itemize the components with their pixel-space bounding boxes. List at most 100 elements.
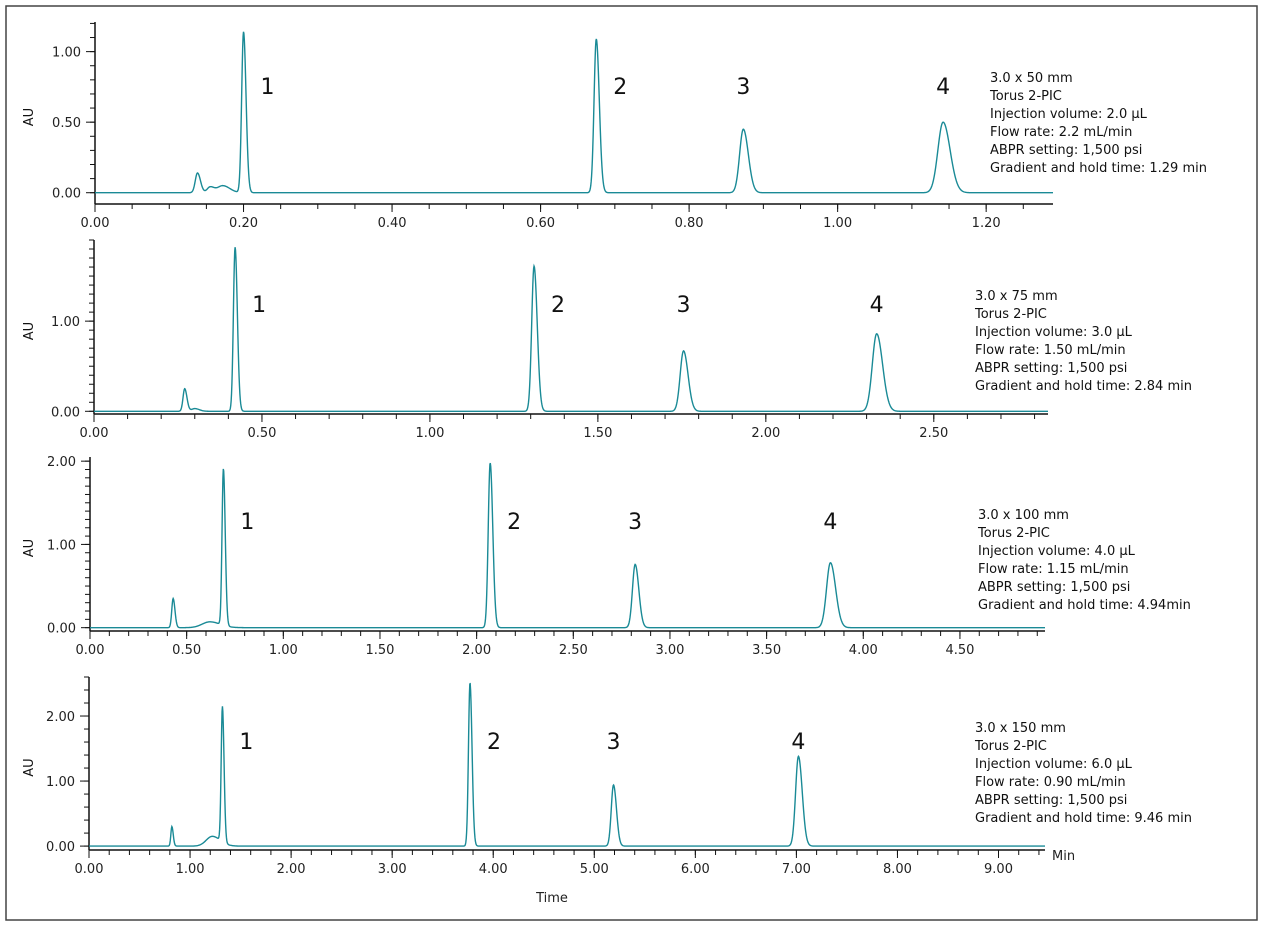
x-tick-label: 0.60 [526, 216, 555, 231]
condition-text: Injection volume: 3.0 µL [975, 325, 1133, 340]
condition-text: Torus 2-PIC [989, 89, 1062, 104]
x-axis-title: Time [535, 891, 568, 906]
peak-label: 1 [239, 730, 253, 755]
x-tick-label: 1.00 [823, 216, 852, 231]
condition-text: ABPR setting: 1,500 psi [975, 361, 1127, 376]
y-tick-label: 2.00 [47, 455, 76, 470]
y-tick-label: 2.00 [46, 710, 75, 725]
x-tick-label: 1.50 [366, 643, 395, 658]
condition-text: Gradient and hold time: 2.84 min [975, 379, 1192, 394]
chromatogram-trace [94, 247, 1048, 412]
x-tick-label: 3.00 [655, 643, 684, 658]
y-tick-label: 1.00 [47, 538, 76, 553]
peak-label: 4 [823, 510, 837, 535]
y-axis-label: AU [22, 758, 37, 776]
condition-text: Torus 2-PIC [974, 739, 1047, 754]
y-tick-label: 0.00 [52, 187, 81, 202]
y-tick-label: 1.00 [46, 775, 75, 790]
y-tick-label: 0.00 [51, 405, 80, 420]
x-tick-label: 1.00 [176, 862, 205, 877]
figure-border [5, 5, 1258, 921]
peak-label: 4 [870, 293, 884, 318]
x-tick-label: 0.00 [75, 862, 104, 877]
condition-text: 3.0 x 100 mm [978, 508, 1069, 523]
x-tick-label: 0.00 [81, 216, 110, 231]
peak-label: 3 [677, 293, 691, 318]
x-tick-label: 9.00 [984, 862, 1013, 877]
y-tick-label: 0.00 [46, 840, 75, 855]
x-tick-label: 0.50 [172, 643, 201, 658]
condition-text: Torus 2-PIC [974, 307, 1047, 322]
x-tick-label: 4.00 [849, 643, 878, 658]
chromatogram-panel-3: 0.00 1.00 2.00 0.00 0.50 1.00 1.50 2.00 2.50 3.00… [22, 455, 1191, 658]
x-tick-label: 1.00 [415, 426, 444, 441]
x-tick-label: 7.00 [782, 862, 811, 877]
condition-text: 3.0 x 50 mm [990, 71, 1073, 86]
chromatogram-panel-4: 0.00 1.00 2.00 0.00 1.00 2.00 3.00 4.00 5.00 6.00… [22, 676, 1192, 877]
peak-label: 3 [736, 75, 750, 100]
condition-text: Flow rate: 1.50 mL/min [975, 343, 1126, 358]
condition-text: ABPR setting: 1,500 psi [978, 580, 1130, 595]
x-tick-label: 6.00 [681, 862, 710, 877]
x-tick-label: 1.20 [972, 216, 1001, 231]
peak-label: 2 [551, 293, 565, 318]
condition-text: Gradient and hold time: 1.29 min [990, 161, 1207, 176]
x-tick-label: 1.50 [583, 426, 612, 441]
chromatogram-panel-1: 0.00 0.50 1.00 0.00 0.20 0.40 0.60 0.80 1.00 1.20… [22, 22, 1207, 231]
x-tick-label: 4.50 [945, 643, 974, 658]
x-tick-label: 8.00 [883, 862, 912, 877]
x-tick-label: 2.50 [559, 643, 588, 658]
y-axis-label: AU [22, 539, 37, 557]
x-tick-label: 0.40 [378, 216, 407, 231]
condition-text: Gradient and hold time: 4.94min [978, 598, 1191, 613]
x-tick-label: 2.00 [751, 426, 780, 441]
x-tick-label: 4.00 [479, 862, 508, 877]
x-tick-label: 0.50 [247, 426, 276, 441]
x-tick-label: 0.00 [76, 643, 105, 658]
peak-label: 2 [507, 510, 521, 535]
x-tick-label: 0.80 [675, 216, 704, 231]
peak-label: 1 [261, 75, 275, 100]
x-tick-label: 0.20 [229, 216, 258, 231]
y-tick-label: 0.50 [52, 116, 81, 131]
y-axis-label: AU [22, 322, 37, 340]
condition-text: 3.0 x 75 mm [975, 289, 1058, 304]
y-tick-label: 1.00 [52, 46, 81, 61]
x-tick-label: 5.00 [580, 862, 609, 877]
condition-text: 3.0 x 150 mm [975, 721, 1066, 736]
chromatogram-trace [95, 31, 1053, 194]
peak-label: 3 [628, 510, 642, 535]
condition-text: Torus 2-PIC [977, 526, 1050, 541]
y-axis-label: AU [22, 108, 37, 126]
peak-label: 4 [791, 730, 805, 755]
x-tick-label: 0.00 [80, 426, 109, 441]
y-tick-label: 0.00 [47, 622, 76, 637]
peak-label: 1 [240, 510, 254, 535]
condition-text: Gradient and hold time: 9.46 min [975, 811, 1192, 826]
x-tick-label: 2.00 [277, 862, 306, 877]
x-tick-label: 3.50 [752, 643, 781, 658]
condition-text: Flow rate: 1.15 mL/min [978, 562, 1129, 577]
condition-text: Flow rate: 2.2 mL/min [990, 125, 1132, 140]
x-tick-label: 1.00 [269, 643, 298, 658]
x-tick-label: 3.00 [378, 862, 407, 877]
chromatogram-trace [90, 462, 1045, 629]
y-tick-label: 1.00 [51, 315, 80, 330]
peak-label: 2 [487, 730, 501, 755]
peak-label: 4 [936, 75, 950, 100]
peak-label: 2 [613, 75, 627, 100]
peak-label: 3 [606, 730, 620, 755]
condition-text: Injection volume: 2.0 µL [990, 107, 1148, 122]
x-tick-label: 2.00 [462, 643, 491, 658]
chromatogram-panel-2: 0.00 1.00 0.00 0.50 1.00 1.50 2.00 2.50 AU 1 2 3 4 3.… [22, 239, 1192, 441]
condition-text: ABPR setting: 1,500 psi [975, 793, 1127, 808]
peak-label: 1 [252, 293, 266, 318]
condition-text: Injection volume: 4.0 µL [978, 544, 1136, 559]
x-tick-label: 2.50 [919, 426, 948, 441]
condition-text: Injection volume: 6.0 µL [975, 757, 1133, 772]
condition-text: Flow rate: 0.90 mL/min [975, 775, 1126, 790]
chromatogram-trace [89, 682, 1045, 847]
x-axis-unit: Min [1052, 849, 1075, 864]
condition-text: ABPR setting: 1,500 psi [990, 143, 1142, 158]
